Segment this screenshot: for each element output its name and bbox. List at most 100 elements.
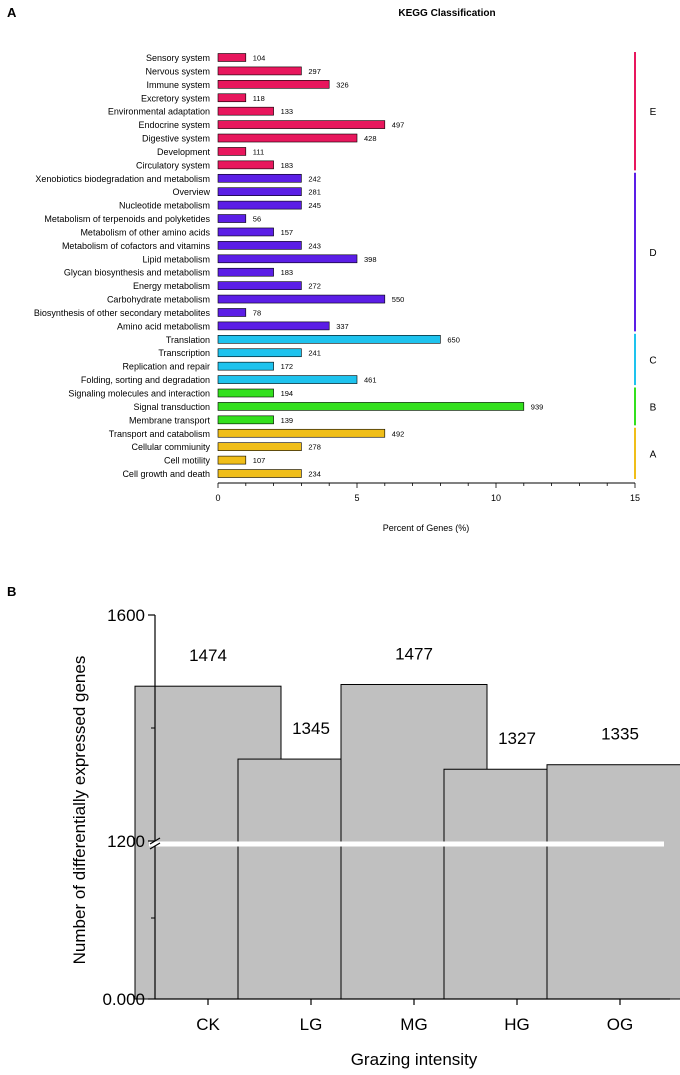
bar [217, 160, 274, 170]
count-label: 337 [336, 322, 349, 331]
bar [217, 294, 386, 304]
category-label: Signaling molecules and interaction [68, 389, 210, 399]
bar [217, 375, 358, 384]
group-label: E [650, 107, 657, 118]
bar [217, 254, 358, 264]
count-label: 650 [447, 335, 460, 344]
bar [217, 120, 386, 129]
bar [217, 241, 302, 250]
bar [217, 80, 330, 89]
bar [217, 308, 247, 317]
count-label: 139 [281, 416, 294, 425]
x-axis-label: Percent of Genes (%) [383, 523, 470, 533]
category-label: Environmental adaptation [108, 107, 210, 117]
x-tick-label: 5 [354, 493, 359, 503]
y-tick-label: 0.000 [102, 990, 145, 1009]
x-tick-label: 15 [630, 493, 640, 503]
count-label: 939 [531, 402, 544, 411]
category-label: Cell growth and death [122, 469, 210, 479]
category-labels: Sensory system Nervous system Immune syste… [34, 53, 211, 479]
bar [217, 133, 358, 143]
bar [217, 469, 302, 478]
bar [217, 227, 274, 237]
category-label: Endocrine system [138, 120, 210, 130]
value-label: 1474 [189, 646, 227, 665]
category-label: Metabolism of cofactors and vitamins [62, 241, 211, 251]
bar [217, 187, 302, 196]
value-labels: 1474 1345 1477 1327 1335 [189, 644, 639, 748]
x-axis-label: Grazing intensity [351, 1050, 478, 1069]
bar [217, 361, 274, 371]
category-label: Lipid metabolism [142, 254, 210, 264]
bar [217, 335, 441, 344]
count-label: 194 [281, 389, 294, 398]
value-label: 1345 [292, 719, 330, 738]
count-label: 398 [364, 255, 377, 264]
count-label: 278 [308, 443, 321, 452]
value-label: 1335 [601, 725, 639, 744]
chart-a-title: KEGG Classification [398, 8, 495, 19]
bar [217, 267, 274, 277]
bar [217, 200, 302, 210]
y-axis: 0.000 1200 1600 [102, 606, 161, 1009]
bar [217, 66, 302, 76]
category-label: Amino acid metabolism [117, 321, 210, 331]
category-label: Glycan biosynthesis and metabolism [64, 268, 210, 278]
count-label: 111 [253, 147, 264, 156]
category-label: Energy metabolism [133, 281, 210, 291]
count-label: 234 [308, 470, 321, 479]
x-tick-label: 0 [215, 493, 220, 503]
category-label: Nervous system [145, 66, 210, 76]
bar [217, 415, 274, 425]
bar [217, 147, 247, 156]
category-label: Cellular commiunity [131, 442, 210, 452]
panel-a-label: A [7, 5, 17, 20]
count-label: 104 [253, 54, 266, 63]
value-label: 1477 [395, 644, 433, 663]
bar [217, 281, 302, 290]
x-tick-label: HG [504, 1015, 530, 1034]
bar [217, 93, 247, 103]
category-label: Metabolism of other amino acids [80, 227, 210, 237]
bar [217, 402, 525, 411]
count-label: 56 [253, 215, 261, 224]
count-label: 242 [308, 174, 321, 183]
count-label: 183 [281, 268, 294, 277]
category-label: Carbohydrate metabolism [107, 295, 210, 305]
count-label: 172 [281, 362, 294, 371]
bar [217, 428, 386, 438]
category-label: Development [157, 147, 211, 157]
count-label: 326 [336, 80, 349, 89]
category-label: Transcription [158, 348, 210, 358]
category-label: Circulatory system [136, 160, 210, 170]
value-label: 1327 [498, 729, 536, 748]
x-tick-label: 10 [491, 493, 501, 503]
category-label: Translation [166, 335, 210, 345]
axis-break-mark [149, 842, 161, 850]
count-label: 107 [253, 456, 266, 465]
x-tick-label: LG [300, 1015, 323, 1034]
category-label: Immune system [146, 80, 210, 90]
panel-b: B 1474 1345 1477 1327 1335 0.000 1200 1600 CK L… [7, 584, 680, 1069]
bar [217, 53, 247, 62]
bar [217, 214, 247, 223]
category-label: Excretory system [141, 93, 210, 103]
axis-break-gap [149, 841, 664, 847]
bar-series [217, 53, 525, 478]
category-label: Signal transduction [133, 402, 210, 412]
count-label: 183 [281, 161, 294, 170]
category-label: Cell motility [164, 456, 211, 466]
count-label: 157 [281, 228, 294, 237]
count-label: 245 [308, 201, 321, 210]
category-label: Digestive system [142, 134, 210, 144]
category-label: Biosynthesis of other secondary metaboli… [34, 308, 211, 318]
x-tick-label: MG [400, 1015, 427, 1034]
count-label: 133 [281, 107, 294, 116]
panel-a: A KEGG Classification Sensory system Nerv… [7, 5, 657, 533]
x-tick-label: CK [196, 1015, 220, 1034]
bar [546, 764, 680, 1000]
category-label: Folding, sorting and degradation [81, 375, 210, 385]
x-tick-label: OG [607, 1015, 633, 1034]
category-label: Xenobiotics biodegradation and metabolis… [35, 174, 210, 184]
group-label: A [650, 449, 657, 460]
